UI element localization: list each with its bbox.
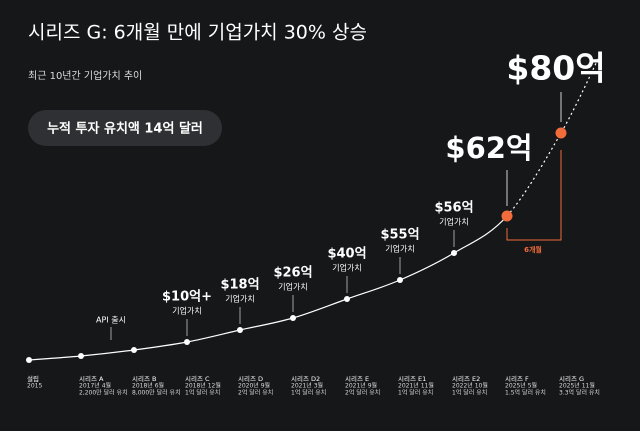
raised-label: 1.5억 달러 유치 [505,389,546,397]
valuation-label: $40억 [327,247,366,262]
valuation-note: 기업가치 [172,307,201,316]
date-label: 2025년 11월 [559,382,595,390]
round-label: 시리즈 D [238,374,263,383]
badge: 누적 투자 유치액 14억 달러 [47,121,203,137]
date-label: 2015 [27,383,42,390]
raised-label: 2,200만 달러 유치 [79,389,128,397]
valuation-label: $10억+ [162,290,212,305]
round-label: 시리즈 D2 [291,374,320,383]
round-label: 시리즈 C [185,374,210,383]
subtitle: 최근 10년간 기업가치 추이 [28,69,142,82]
valuation-note: 기업가치 [332,264,361,273]
valuation-label: $55억 [380,228,419,243]
valuation-label: $56억 [434,201,473,216]
valuation-note: 기업가치 [225,295,254,304]
milestone-dot [555,127,567,139]
date-label: 2025년 5월 [505,382,537,390]
interval-label: 6개월 [524,245,542,254]
date-label: 2021년 11월 [398,382,434,390]
milestone-dot [237,327,243,333]
round-label: 시리즈 B [132,374,156,383]
round-label: 설립 [27,375,39,383]
round-label: 시리즈 F [505,374,529,383]
valuation-label: $26억 [273,266,312,281]
raised-label: 3.3억 달러 유치 [559,389,600,397]
valuation-label: $62억 [445,131,532,165]
milestone-dot [290,315,296,321]
round-label: 시리즈 E1 [398,374,426,383]
title: 시리즈 G: 6개월 만에 기업가치 30% 상승 [28,22,367,44]
milestone-dot [26,357,32,363]
valuation-label: $80억 [506,49,605,88]
milestone-dot [397,277,403,283]
valuation-note: 기업가치 [278,283,307,292]
milestone-dot [344,296,350,302]
raised-label: 2억 달러 유치 [345,389,380,397]
raised-label: 1억 달러 유치 [452,389,487,397]
date-label: 2021년 3월 [291,382,323,390]
raised-label: 1억 달러 유치 [398,389,433,397]
interval-bracket [506,150,562,241]
badge-bg [28,110,222,146]
note-label: API 출시 [96,315,126,325]
round-label: 시리즈 A [79,374,104,383]
date-label: 2018년 12월 [185,382,221,390]
date-label: 2017년 4월 [79,382,111,390]
round-label: 시리즈 G [559,374,584,383]
raised-label: 1억 달러 유치 [185,389,220,397]
milestone-dot [184,339,190,345]
date-label: 2018년 6월 [132,382,164,390]
round-label: 시리즈 E [345,374,369,383]
milestone-dot [78,353,84,359]
growth-curve [28,215,508,361]
growth-curve-projected [506,54,601,217]
raised-label: 8,000만 달러 유치 [132,389,181,397]
date-label: 2020년 9월 [238,382,270,390]
raised-label: 1억 달러 유치 [291,389,326,397]
valuation-label: $18억 [220,278,259,293]
valuation-note: 기업가치 [385,245,414,254]
date-label: 2022년 10월 [452,382,488,390]
valuation-note: 기업가치 [439,218,468,227]
milestone-dot [451,250,457,256]
milestone-dot [131,347,137,353]
milestone-dot [501,210,513,222]
raised-label: 2억 달러 유치 [238,389,273,397]
round-label: 시리즈 E2 [452,374,480,383]
date-label: 2021년 9월 [345,382,377,390]
